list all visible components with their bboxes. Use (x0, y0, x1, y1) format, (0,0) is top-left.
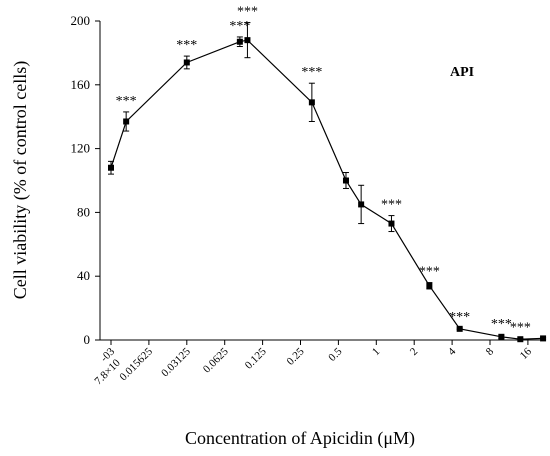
y-tick-label: 200 (71, 13, 91, 28)
x-tick-label-group: 2 (408, 346, 420, 358)
y-tick-label: 40 (77, 268, 90, 283)
series-line (110, 39, 544, 340)
data-point (426, 282, 433, 289)
chart-axes (99, 21, 540, 341)
x-tick-label: 2 (408, 346, 420, 358)
x-tick-label-group: -037.8×10 (92, 345, 123, 387)
x-tick-label-group: 0.25 (285, 345, 307, 367)
x-axis-label: Concentration of Apicidin (μM) (185, 428, 415, 449)
data-point (498, 333, 505, 340)
data-point (236, 38, 243, 45)
y-tick-label: 120 (71, 141, 91, 156)
data-point (540, 335, 547, 342)
x-tick-label-group: 1 (370, 346, 382, 358)
x-axis-ticks: -037.8×100.015625 0.03125 0.0625 0.125 0.25 0… (92, 340, 535, 387)
significance-label: *** (176, 38, 197, 53)
x-tick-label: 0.03125 (159, 345, 193, 379)
data-point (308, 99, 315, 106)
x-tick-label: 4 (446, 345, 459, 358)
significance-label: *** (237, 5, 258, 20)
significance-label: *** (419, 265, 440, 280)
significance-label: *** (116, 94, 137, 109)
x-tick-label-group: 16 (518, 345, 535, 362)
significance-label: *** (510, 320, 531, 335)
data-point (244, 37, 251, 44)
x-tick-label-group: 0.015625 (117, 345, 155, 383)
x-tick-label: 8 (484, 345, 497, 358)
y-axis-label: Cell viability (% of control cells) (10, 61, 31, 299)
significance-label: *** (301, 65, 322, 80)
x-tick-label: 0.015625 (117, 345, 155, 383)
data-point (456, 325, 463, 332)
x-tick-label-group: 4 (446, 345, 459, 358)
data-point (358, 201, 365, 208)
x-tick-label: 0.0625 (201, 345, 231, 375)
significance-label: *** (381, 198, 402, 213)
y-axis-ticks: 0 40 80 120 160 200 (71, 13, 100, 347)
data-series: ************************ ****** (108, 5, 547, 343)
x-tick-label: 1 (370, 346, 382, 358)
y-tick-label: 160 (71, 77, 91, 92)
data-point (183, 59, 190, 66)
data-point (342, 177, 349, 184)
significance-label: *** (449, 310, 470, 325)
x-tick-label: 0.25 (285, 345, 307, 367)
series-label: API (450, 65, 474, 80)
x-tick-label-group: 0.0625 (201, 345, 231, 375)
y-tick-label: 0 (84, 332, 91, 347)
data-point (108, 164, 114, 171)
x-tick-label: 0.5 (326, 345, 345, 364)
y-tick-label: 80 (77, 204, 90, 219)
x-tick-label-group: 0.03125 (159, 345, 193, 379)
x-tick-label-group: 8 (484, 345, 497, 358)
significance-label: *** (491, 317, 512, 332)
x-tick-label-group: 0.125 (243, 345, 269, 371)
data-point (388, 220, 395, 227)
x-tick-label-group: 0.5 (326, 345, 345, 364)
x-tick-label: 0.125 (243, 345, 269, 371)
data-point (517, 336, 524, 343)
data-point (123, 118, 130, 125)
x-tick-label: 16 (518, 345, 535, 362)
